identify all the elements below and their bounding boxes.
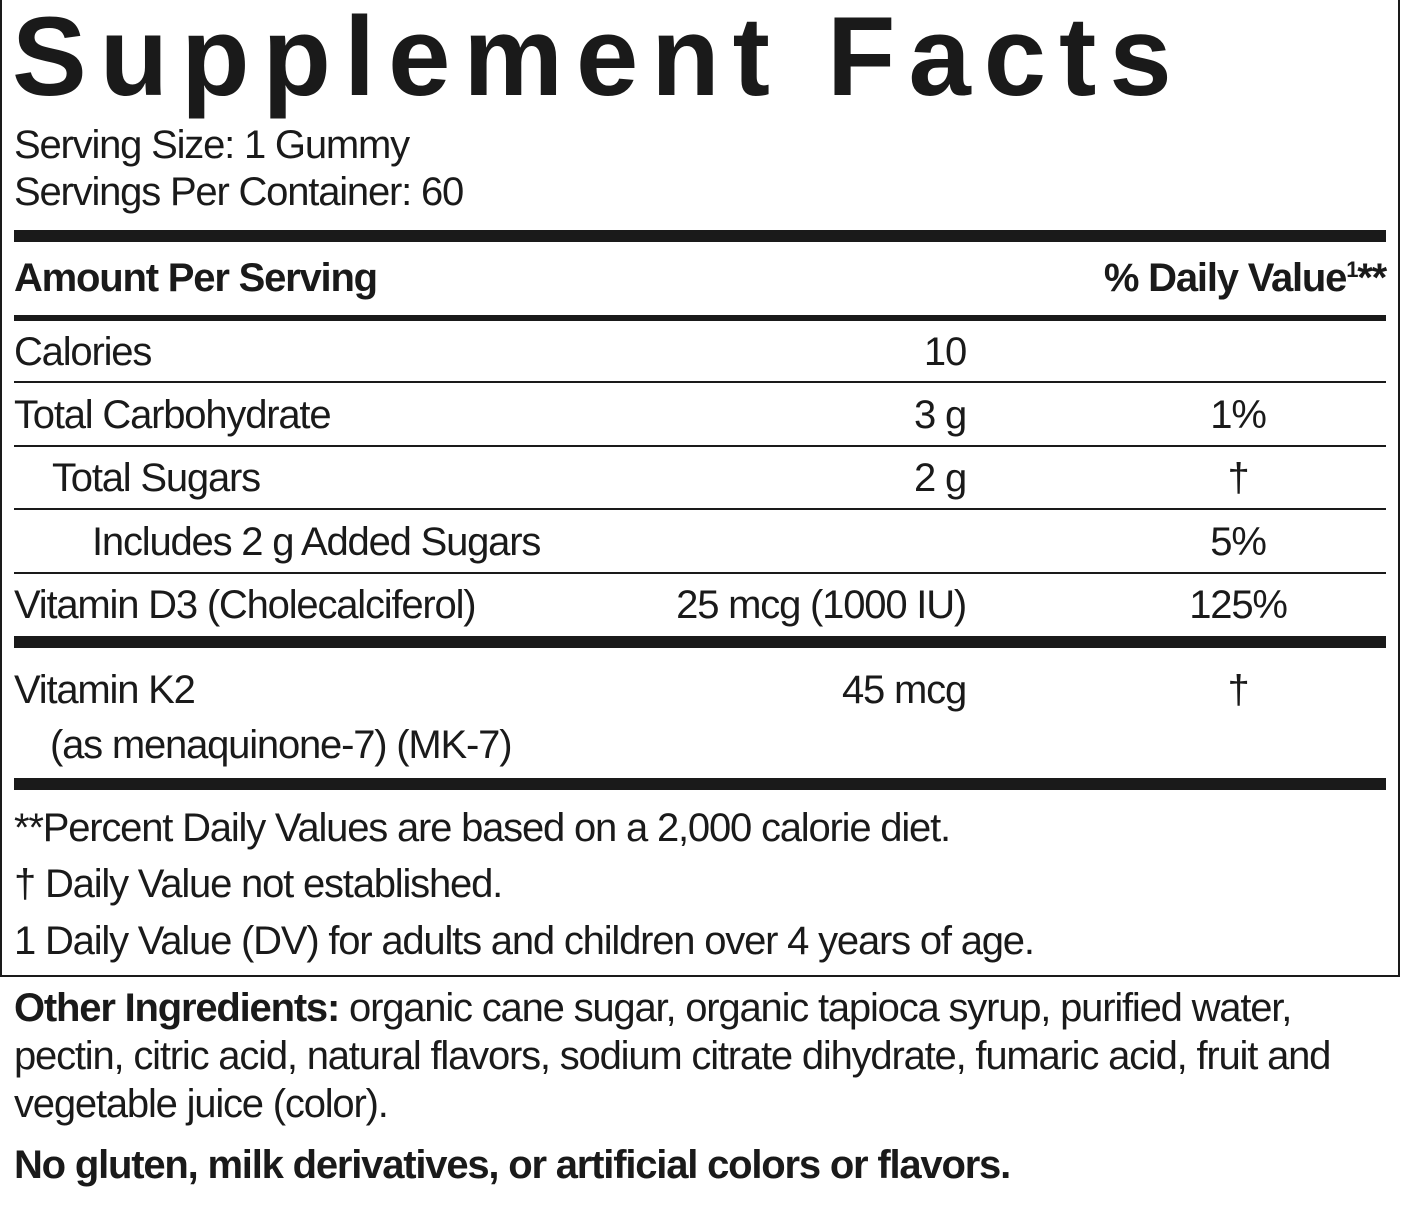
rule: [14, 445, 1386, 447]
dv-sup: 1: [1346, 257, 1358, 282]
row-dv: †: [1227, 456, 1249, 500]
row-name: Total Carbohydrate: [14, 393, 332, 437]
rule: [14, 636, 1386, 648]
row-dv: 1%: [1210, 393, 1267, 437]
row-dv: 5%: [1210, 520, 1267, 564]
thick-rule: [14, 230, 1386, 242]
row-dv: †: [1227, 668, 1249, 712]
row-name: Vitamin D3 (Cholecalciferol): [14, 583, 477, 627]
row-name: Total Sugars: [52, 456, 261, 500]
other-ingredients: Other Ingredients: organic cane sugar, o…: [14, 984, 1394, 1128]
row-sub: (as menaquinone-7) (MK-7): [50, 723, 513, 767]
row-amount: 25 mcg (1000 IU): [676, 583, 967, 627]
row-amount: 45 mcg: [842, 668, 967, 712]
footnote: 1 Daily Value (DV) for adults and childr…: [14, 919, 1035, 963]
ingredients-label: Other Ingredients:: [14, 986, 340, 1030]
row-name: Calories: [14, 330, 152, 374]
column-header: Amount Per Serving: [14, 256, 378, 300]
title: Supplement Facts: [12, 0, 1185, 119]
row-amount: 10: [923, 330, 967, 374]
dv-suffix: **: [1357, 256, 1387, 300]
row-name: Includes 2 g Added Sugars: [92, 520, 541, 564]
facts-box: [0, 0, 1400, 977]
rule: [14, 778, 1386, 790]
row-amount: 3 g: [913, 393, 967, 437]
rule: [14, 315, 1386, 321]
row-name: Vitamin K2: [14, 668, 196, 712]
footnote: **Percent Daily Values are based on a 2,…: [14, 806, 951, 850]
rule: [14, 508, 1386, 510]
serving-size: Serving Size: 1 Gummy: [14, 123, 410, 167]
ingredients-text: organic cane sugar, organic tapioca syru…: [14, 986, 1331, 1126]
rule: [14, 381, 1386, 383]
dv-label: % Daily Value: [1103, 256, 1348, 300]
servings-per-container: Servings Per Container: 60: [14, 170, 464, 214]
row-amount: 2 g: [913, 456, 967, 500]
row-dv: 125%: [1189, 583, 1288, 627]
footnote: † Daily Value not established.: [14, 862, 503, 906]
statement: No gluten, milk derivatives, or artifici…: [14, 1143, 1011, 1187]
column-header: % Daily Value1**: [1103, 256, 1387, 300]
rule: [14, 572, 1386, 574]
